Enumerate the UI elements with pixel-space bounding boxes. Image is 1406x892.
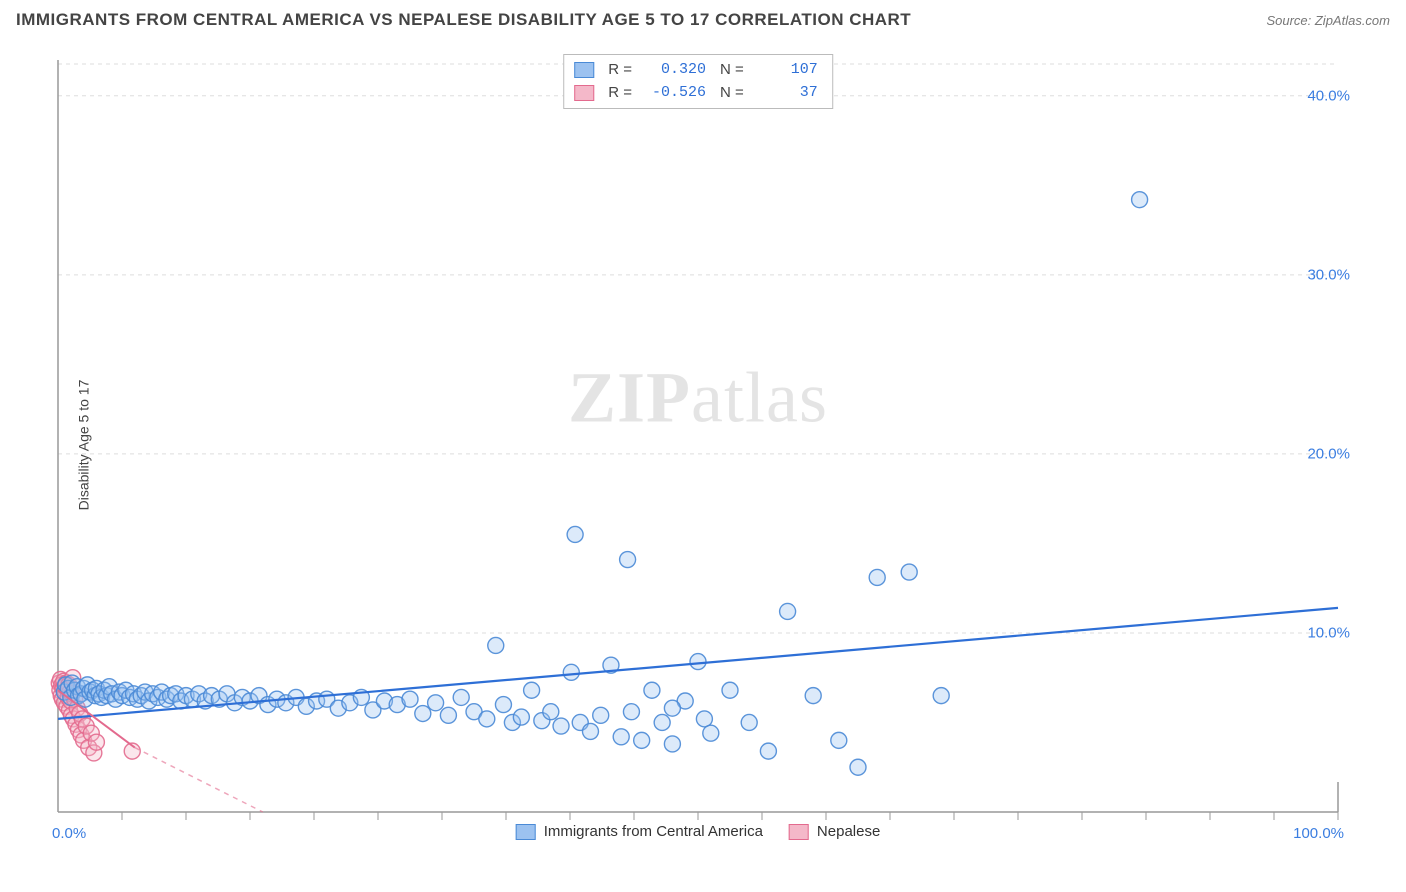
chart-title: IMMIGRANTS FROM CENTRAL AMERICA VS NEPAL… (16, 10, 911, 30)
x-axis-max-label: 100.0% (1293, 825, 1344, 842)
series-legend: Immigrants from Central America Nepalese (516, 823, 881, 840)
r-value-s1: 0.320 (642, 59, 706, 82)
source-name: ZipAtlas.com (1315, 13, 1390, 28)
correlation-legend: R = 0.320 N = 107 R = -0.526 N = 37 (563, 54, 833, 109)
n-value-s2: 37 (754, 82, 818, 105)
legend-swatch-icon (789, 824, 809, 840)
scatter-plot (50, 52, 1346, 838)
x-axis-min-label: 0.0% (52, 825, 86, 842)
legend-label-s2: Nepalese (817, 823, 880, 840)
n-value-s1: 107 (754, 59, 818, 82)
gridlines (58, 64, 1338, 633)
r-label: R = (608, 59, 632, 82)
legend-row-s2: R = -0.526 N = 37 (574, 82, 818, 105)
y-tick-label: 20.0% (1307, 445, 1350, 462)
chart-area: Disability Age 5 to 17 ZIPatlas 10.0%20.… (50, 52, 1346, 838)
source-prefix: Source: (1266, 13, 1314, 28)
legend-label-s1: Immigrants from Central America (544, 823, 763, 840)
legend-row-s1: R = 0.320 N = 107 (574, 59, 818, 82)
series-central-america-points (56, 192, 1147, 776)
y-tick-label: 30.0% (1307, 266, 1350, 283)
legend-item-s1: Immigrants from Central America (516, 823, 763, 840)
r-label: R = (608, 82, 632, 105)
x-ticks (122, 812, 1338, 820)
legend-item-s2: Nepalese (789, 823, 880, 840)
legend-swatch-icon (516, 824, 536, 840)
chart-header: IMMIGRANTS FROM CENTRAL AMERICA VS NEPAL… (16, 10, 1390, 30)
y-tick-label: 40.0% (1307, 87, 1350, 104)
r-value-s2: -0.526 (642, 82, 706, 105)
source-attribution: Source: ZipAtlas.com (1266, 13, 1390, 28)
n-label: N = (720, 82, 744, 105)
y-tick-label: 10.0% (1307, 624, 1350, 641)
n-label: N = (720, 59, 744, 82)
trend-lines (58, 608, 1338, 812)
legend-swatch-s1 (574, 62, 594, 78)
legend-swatch-s2 (574, 85, 594, 101)
